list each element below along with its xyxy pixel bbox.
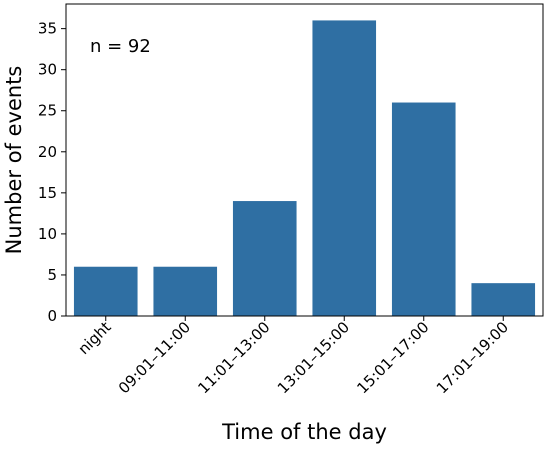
bar-0 [73,266,138,316]
y-axis-title: Number of events [2,66,26,255]
y-tick-label: 20 [38,143,57,161]
y-tick-label: 25 [38,102,57,120]
plot-frame [65,3,544,317]
x-tick-label: 11:01–13:00 [194,318,273,397]
bar-5 [471,283,536,316]
bar-3 [312,20,377,317]
y-tick-label: 35 [38,20,57,38]
y-tick-label: 0 [47,307,57,325]
y-tick-label: 15 [38,184,57,202]
y-tick-label: 10 [38,225,57,243]
x-tick-label: 09:01–11:00 [115,318,194,397]
x-tick-label: 13:01–15:00 [274,318,353,397]
x-axis-title: Time of the day [221,420,387,444]
x-tick-label: night [75,318,115,358]
bar-1 [153,266,218,316]
x-tick-label: 17:01–19:00 [433,318,512,397]
y-axis-ticks: 0 5 10 15 20 25 30 35 [38,20,66,325]
sample-size-annotation: n = 92 [90,36,151,57]
bar-4 [391,102,456,317]
x-tick-label: 15:01–17:00 [353,318,432,397]
y-tick-label: 30 [38,61,57,79]
bar-2 [232,201,297,316]
bars-group [73,20,536,317]
y-tick-label: 5 [47,266,57,284]
x-axis-ticks: night 09:01–11:00 11:01–13:00 13:01–15:00 15… [75,316,512,397]
